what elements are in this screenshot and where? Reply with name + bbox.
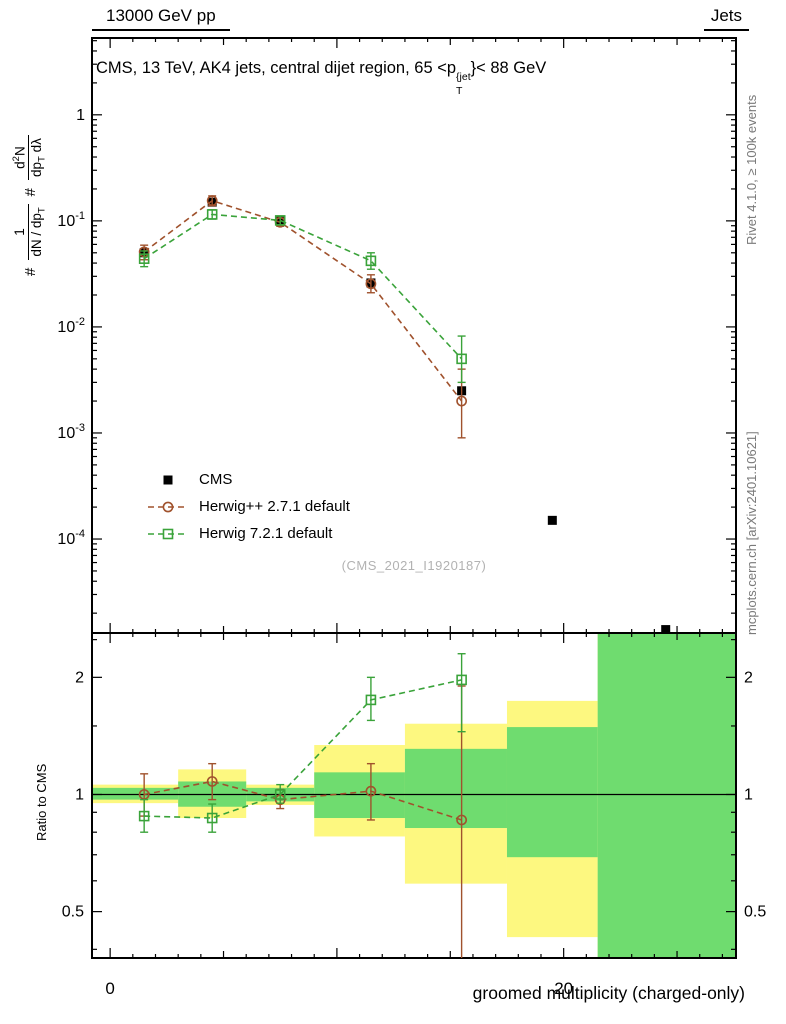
series-herwig-7-2-1-default-main	[138, 209, 467, 384]
hash-symbol: #	[21, 187, 39, 197]
main-y-tick-label: 10-3	[57, 422, 85, 442]
x-axis-label: groomed multiplicity (charged-only)	[472, 983, 745, 1003]
plot-title: CMS, 13 TeV, AK4 jets, central dijet reg…	[96, 59, 546, 96]
ratio-y-tick-label: 0.5	[744, 904, 766, 921]
legend-item-cms: CMS	[146, 466, 350, 493]
cms-marker-icon	[163, 475, 173, 484]
ratio-y-tick-label: 1	[744, 786, 753, 803]
uncertainty-bands	[92, 633, 736, 958]
ratio-y-axis-label: Ratio to CMS	[34, 763, 49, 841]
yield-normalization-fraction: 1 dN / dpT	[12, 204, 48, 260]
pt-superscript: {jet	[456, 71, 471, 83]
mcplots-arxiv-caption: mcplots.cern.ch [arXiv:2401.10621]	[744, 431, 759, 635]
herwig7-marker-icon	[148, 528, 188, 539]
legend-item-herwigpp: Herwig++ 2.7.1 default	[146, 493, 350, 520]
legend-label: Herwig 7.2.1 default	[199, 525, 333, 542]
series-herwig-2-7-1-default-main	[138, 195, 468, 439]
series-herwig-7-2-1-default-ratio	[138, 653, 467, 833]
legend-label: Herwig++ 2.7.1 default	[199, 498, 350, 515]
plot-title-text: CMS, 13 TeV, AK4 jets, central dijet reg…	[96, 59, 457, 77]
pt-supsub: {jet T	[456, 71, 471, 97]
hash-symbol: #	[21, 267, 39, 276]
herwigpp-marker-icon	[148, 501, 188, 512]
analysis-id-watermark: (CMS_2021_I1920187)	[341, 558, 487, 573]
legend-item-herwig7: Herwig 7.2.1 default	[146, 520, 350, 547]
main-y-tick-label: 10-1	[57, 210, 85, 230]
main-y-axis-label: # 1 dN / dpT # d2N dpT dλ	[11, 135, 49, 276]
x-tick-label: 0	[105, 979, 114, 998]
ratio-y-tick-label: 2	[75, 669, 84, 686]
ratio-panel-frame	[91, 632, 737, 959]
plot-title-suffix: }< 88 GeV	[470, 59, 547, 77]
legend-label: CMS	[199, 471, 233, 488]
main-y-tick-label: 10-2	[57, 316, 85, 336]
x-tick-label: 20	[554, 979, 573, 998]
pt-subscript: T	[456, 85, 463, 97]
rivet-version-caption: Rivet 4.1.0, ≥ 100k events	[744, 94, 759, 245]
ratio-y-tick-label: 0.5	[62, 904, 84, 921]
main-y-tick-label: 10-4	[57, 528, 85, 548]
main-y-tick-label: 1	[76, 107, 85, 124]
ratio-y-tick-label: 2	[744, 669, 753, 686]
ratio-y-tick-label: 1	[75, 786, 84, 803]
differential-fraction: d2N dpT dλ	[11, 135, 49, 180]
legend: CMS Herwig++ 2.7.1 default Herwig 7.2.1 …	[146, 466, 350, 547]
beam-energy-label: 13000 GeV pp	[92, 6, 230, 31]
analysis-group-label: Jets	[703, 6, 749, 31]
